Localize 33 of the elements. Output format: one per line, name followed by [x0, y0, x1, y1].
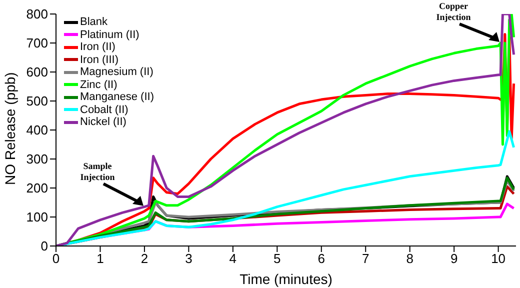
legend-label: Cobalt (II): [80, 104, 128, 116]
legend-label: Platinum (II): [80, 28, 140, 41]
y-tick-label: 700: [26, 36, 48, 51]
x-axis-title: Time (minutes): [240, 271, 332, 287]
x-tick-label: 1: [96, 251, 104, 266]
annotation: Copper Injection: [436, 1, 471, 22]
legend-label: Zinc (II): [80, 78, 118, 91]
x-tick-label: 0: [52, 251, 60, 266]
legend-label: Magnesium (II): [80, 66, 154, 78]
annotation: Sample Injection: [80, 160, 115, 182]
y-tick-label: 600: [26, 64, 48, 80]
x-tick-label: 5: [274, 251, 281, 266]
x-tick-label: 6: [318, 251, 325, 266]
x-tick-label: 10: [491, 251, 506, 266]
y-tick-label: 100: [26, 210, 48, 225]
x-tick-label: 3: [185, 251, 192, 266]
y-tick-label: 400: [26, 122, 48, 138]
y-tick-label: 800: [26, 6, 48, 22]
x-tick-label: 7: [362, 251, 370, 266]
legend-label: Nickel (II): [80, 116, 126, 128]
y-tick-label: 200: [26, 180, 48, 196]
x-tick-label: 8: [406, 251, 414, 266]
y-tick-label: 0: [40, 238, 48, 254]
legend-label: Blank: [80, 16, 108, 28]
x-tick-label: 4: [229, 251, 237, 266]
legend-label: Iron (II): [80, 41, 116, 54]
legend-label: Manganese (II): [80, 91, 154, 104]
y-tick-label: 500: [26, 94, 48, 109]
y-axis-title: NO Release (ppb): [2, 72, 18, 185]
x-tick-label: 9: [450, 251, 458, 266]
y-tick-label: 300: [26, 152, 48, 167]
x-tick-label: 2: [140, 251, 148, 266]
legend-label: Iron (III): [80, 54, 119, 66]
